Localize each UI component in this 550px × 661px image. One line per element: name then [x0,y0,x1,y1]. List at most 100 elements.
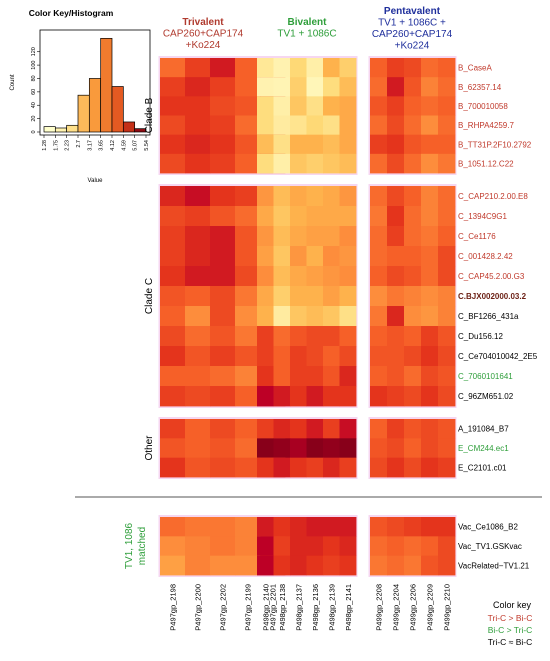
group-labels: Clade B Clade C Other TV1, 1086 matched [124,97,155,569]
heatmap-cell [438,306,456,327]
heatmap-cell [160,517,186,537]
heatmap-cell [438,536,456,557]
heatmap-cell [339,226,357,247]
histogram-x-tick-label: 2.7 [76,140,82,148]
histogram-x-tick-label: 4.12 [110,140,116,151]
column-label: P498gp_2139 [327,584,336,631]
row-label: C_BF1266_431a [458,312,519,321]
heatmap-cell [323,366,340,387]
heatmap-cell [210,366,236,387]
heatmap-cell [404,386,422,407]
row-label: A_191084_B7 [458,425,509,434]
heatmap-cell [339,306,357,327]
heatmap-cell [339,326,357,347]
heatmap-cell [257,77,274,97]
heatmap-cell [438,77,456,97]
heatmap-cell [438,326,456,347]
heatmap-cell [370,286,388,307]
heatmap-cell [185,186,211,207]
heatmap-cell [438,555,456,576]
heatmap-cell [235,266,261,287]
heatmap-cell [438,286,456,307]
row-label: E_C2101.c01 [458,463,507,472]
heatmap-cell [160,346,186,367]
row-label: B_TT31P.2F10.2792 [458,140,532,149]
heatmap-cell [273,246,291,267]
color-key-title: Color key [493,600,532,610]
heatmap-cell [323,555,340,576]
heatmap-cell [387,517,405,537]
column-label: P498gp_2136 [311,584,320,631]
heatmap-cell [210,77,236,97]
heatmap-cell [404,517,422,537]
heatmap-cell [185,346,211,367]
heatmap-cell [339,266,357,287]
heatmap-cell [306,306,324,327]
heatmap-cell [421,286,439,307]
heatmap-cell [210,346,236,367]
heatmap-cell [421,346,439,367]
heatmap-cell [210,438,236,459]
histogram-x-tick-label: 3.17 [87,140,93,151]
heatmap-cell [387,58,405,78]
heatmap-cell [185,115,211,136]
heatmap-cell [404,306,422,327]
heatmap-cell [339,77,357,97]
heatmap-cell [404,134,422,155]
column-label: P497gp_2200 [194,584,203,631]
heatmap-cell [323,346,340,367]
heatmap-cell [438,346,456,367]
heatmap-cell [257,96,274,116]
heatmap-cell [438,266,456,287]
heatmap-cell [323,457,340,478]
heatmap-cell [421,77,439,97]
heatmap-cell [185,96,211,116]
heatmap-cell [257,386,274,407]
histogram-x-tick-label: 1.75 [53,140,59,151]
heatmap-cell [257,366,274,387]
heatmap-cell [339,134,357,155]
heatmap-cell [370,346,388,367]
heatmap-cell [421,457,439,478]
heatmap-cell [339,58,357,78]
heatmap-cell [210,419,236,439]
heatmap-cell [257,517,274,537]
heatmap-cell [160,457,186,478]
column-label: P499gp_2209 [426,584,435,631]
heatmap-cell [323,326,340,347]
heatmap-cell [370,115,388,136]
heatmap-cell [235,306,261,327]
heatmap-cell [339,536,357,557]
heatmap-cell [404,326,422,347]
row-label: Vac_Ce1086_B2 [458,523,518,532]
histogram-bar [111,86,124,133]
heatmap-cell [185,419,211,439]
row-label: C_001428.2.42 [458,252,513,261]
heatmap-cell [421,517,439,537]
heatmap-cell [404,536,422,557]
heatmap-cell [290,326,307,347]
heatmap-cell [273,206,291,227]
heatmap-cell [404,286,422,307]
heatmap-cell [290,555,307,576]
row-label: C_Ce1176 [458,232,496,241]
heatmap-cell [257,153,274,174]
heatmap-cell [323,266,340,287]
heatmap-cell [323,153,340,174]
heatmap-cell [370,366,388,387]
color-key-item: Bi-C > Tri-C [488,625,533,635]
row-label: C_7060101641 [458,372,513,381]
heatmap-cell [438,366,456,387]
heatmap-cell [235,286,261,307]
column-label: P497gp_2201 [269,584,278,631]
heatmap-cell [306,58,324,78]
heatmap-cell [273,134,291,155]
heatmap-cell [210,226,236,247]
heatmap-cell [185,266,211,287]
heatmap-cell [370,438,388,459]
heatmap-cell [273,457,291,478]
heatmap-cell [235,386,261,407]
heatmap-cell [387,153,405,174]
heatmap-cell [185,306,211,327]
heatmap-cell [185,438,211,459]
